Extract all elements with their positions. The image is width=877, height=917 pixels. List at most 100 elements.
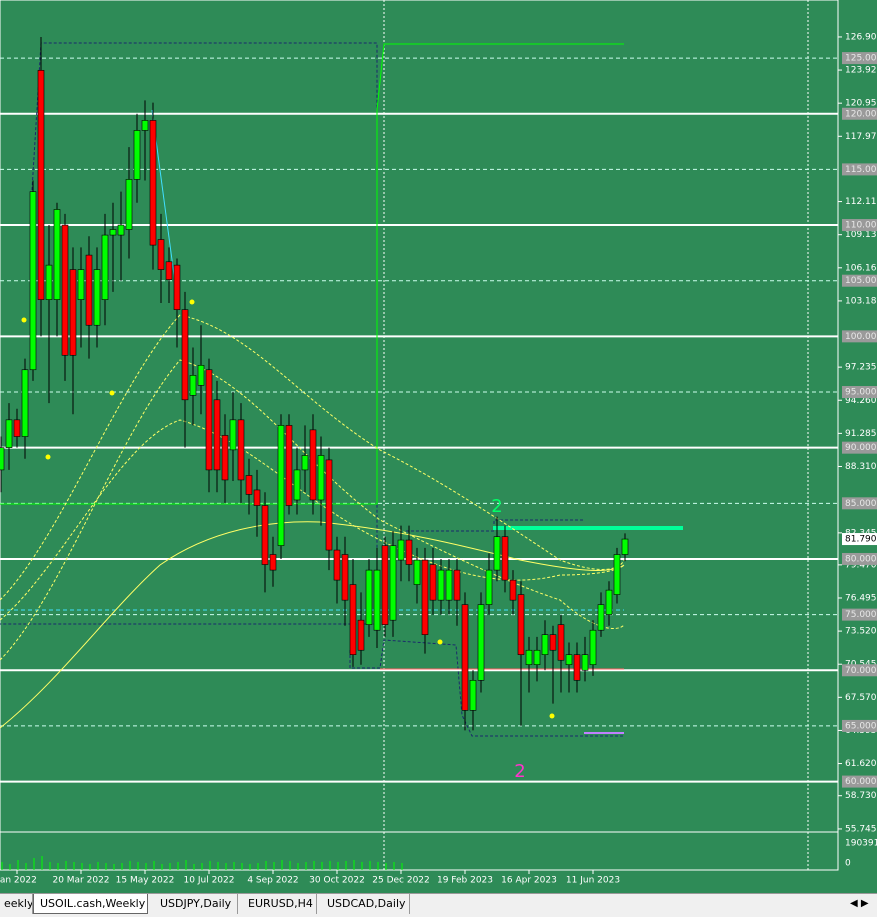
candle-body — [93, 269, 101, 326]
chart-tab[interactable]: USDJPY,Daily — [148, 894, 238, 914]
candle-body — [165, 261, 173, 280]
level-label-box — [842, 107, 877, 120]
y-tick-label: 126.900 — [845, 32, 877, 42]
candle-body — [501, 536, 509, 581]
candle-body — [29, 191, 37, 371]
candle-body — [0, 447, 5, 471]
y-tick-label: 79.470 — [845, 560, 877, 570]
envelope — [0, 419, 625, 621]
candle-body — [381, 545, 389, 625]
level-label-box — [842, 497, 877, 510]
y-tick-label: 117.975 — [845, 132, 877, 142]
level-label: 120.000 — [845, 109, 877, 119]
candle-body — [621, 538, 629, 555]
candle-body — [293, 469, 301, 501]
level-label-box — [842, 386, 877, 399]
candle-body — [37, 70, 45, 300]
volume-bars — [1, 856, 403, 870]
level-label-box — [842, 608, 877, 621]
candle-body — [301, 455, 309, 471]
candle-body — [101, 234, 109, 300]
level-label: 105.000 — [845, 276, 877, 286]
current-price-label: 81.790 — [845, 535, 877, 545]
candle-body — [197, 365, 205, 386]
x-tick-label: 10 Jul 2022 — [184, 876, 235, 886]
y-tick-label: 91.285 — [845, 429, 877, 439]
level-label: 60.000 — [845, 777, 877, 787]
candle-body — [181, 309, 189, 401]
line-drawing — [0, 43, 624, 505]
level-label: 110.000 — [845, 221, 877, 231]
scroll-arrows[interactable]: ◀ ▶ — [850, 898, 869, 909]
x-tick-label: 25 Dec 2022 — [372, 876, 430, 886]
x-tick-label: 11 Jun 2023 — [566, 876, 620, 886]
level-label-box — [842, 52, 877, 65]
level-label-box — [842, 274, 877, 287]
candle-body — [77, 269, 85, 300]
level-label: 80.000 — [845, 554, 877, 564]
candle-body — [125, 179, 133, 230]
y-tick-label: 106.160 — [845, 263, 877, 273]
x-tick-label: Jan 2022 — [0, 876, 37, 886]
candle-body — [253, 489, 261, 506]
level-label: 90.000 — [845, 443, 877, 453]
candle-body — [613, 554, 621, 595]
moving-average — [0, 521, 625, 729]
candle-body — [389, 545, 397, 621]
candle-body — [69, 269, 77, 356]
candle-body — [469, 679, 477, 711]
y-tick-label: 55.745 — [845, 824, 877, 834]
y-tick-label: 76.495 — [845, 593, 877, 603]
candle-body — [189, 375, 197, 396]
level-label-box — [842, 664, 877, 677]
candle-body — [341, 554, 349, 601]
candle-body — [85, 254, 93, 326]
volume-label: 0 — [845, 859, 851, 869]
candle-body — [61, 224, 69, 356]
level-label-box — [842, 441, 877, 454]
y-tick-label: 109.135 — [845, 230, 877, 240]
candle-body — [533, 649, 541, 666]
x-tick-label: 4 Sep 2022 — [247, 876, 298, 886]
level-label: 100.000 — [845, 332, 877, 342]
candle-body — [437, 569, 445, 601]
candle-body — [589, 629, 597, 666]
candle-body — [581, 654, 589, 671]
candle-body — [373, 569, 381, 631]
candle-body — [541, 634, 549, 655]
y-tick-label: 61.620 — [845, 759, 877, 769]
candle-body — [429, 564, 437, 601]
y-tick-label: 120.950 — [845, 99, 877, 109]
chart-tab[interactable]: USDCAD,Daily — [317, 894, 410, 914]
y-tick-label: 58.730 — [845, 791, 877, 801]
chart-tab[interactable]: EURUSD,H4 — [238, 894, 317, 914]
candle-body — [405, 539, 413, 565]
candle-body — [445, 569, 453, 601]
chart: 2 2 1903914 0 126.900 123.925 120.950 117.9… — [0, 0, 877, 886]
candle-body — [477, 604, 485, 681]
envelope — [0, 314, 625, 601]
x-tick-label: 15 May 2022 — [116, 876, 175, 886]
fractal-dots — [21, 299, 555, 719]
chart-tab[interactable]: USOIL.cash,Weekly — [33, 894, 148, 914]
tab-bar: eekly USOIL.cash,Weekly USDJPY,Daily EUR… — [0, 893, 877, 917]
candle-body — [365, 569, 373, 625]
candle-body — [13, 419, 21, 437]
box-drawing — [349, 639, 624, 737]
x-tick-label: 30 Oct 2022 — [309, 876, 365, 886]
candle-body — [493, 536, 501, 571]
candle-body — [261, 505, 269, 565]
y-tick-label: 123.925 — [845, 66, 877, 76]
y-tick-label: 73.520 — [845, 627, 877, 637]
level-label-box — [842, 330, 877, 343]
chart-tab[interactable]: eekly — [0, 894, 33, 914]
candle-body — [357, 619, 365, 651]
candle-body — [141, 120, 149, 131]
wave-label: 2 — [491, 496, 502, 517]
candle-body — [45, 264, 53, 300]
volume-label: 1903914 — [845, 839, 877, 849]
wave-label: 2 — [514, 761, 525, 782]
level-label: 65.000 — [845, 721, 877, 731]
candle-body — [157, 239, 165, 270]
